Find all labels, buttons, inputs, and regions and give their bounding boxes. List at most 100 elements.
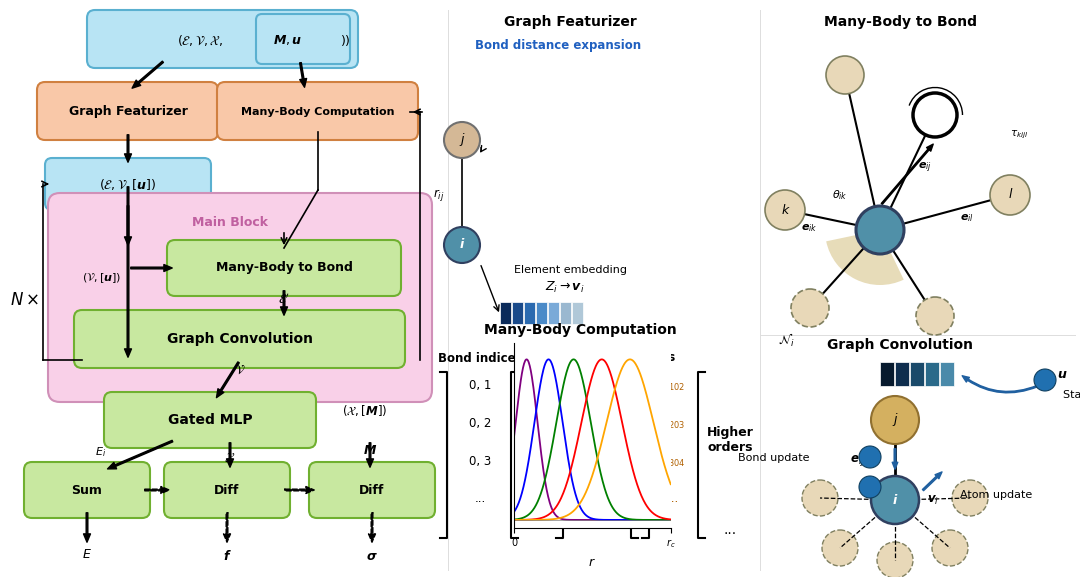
Bar [561, 302, 571, 324]
Circle shape [765, 190, 805, 230]
FancyBboxPatch shape [164, 462, 291, 518]
FancyArrowPatch shape [124, 135, 132, 162]
Text: 1: 1 [866, 452, 874, 462]
Text: Sum: Sum [71, 484, 103, 496]
Text: $\theta_{ik}$: $\theta_{ik}$ [832, 188, 848, 202]
FancyArrowPatch shape [299, 63, 307, 87]
Text: $Z_i \rightarrow \boldsymbol{v}_i$: $Z_i \rightarrow \boldsymbol{v}_i$ [545, 279, 584, 294]
Text: $(\mathcal{X}, [\boldsymbol{M}])$: $(\mathcal{X}, [\boldsymbol{M}])$ [342, 403, 388, 418]
Text: $\boldsymbol{M}$: $\boldsymbol{M}$ [363, 444, 377, 456]
FancyBboxPatch shape [37, 82, 218, 140]
Text: $\mathcal{V}$: $\mathcal{V}$ [234, 364, 245, 377]
Text: Many-Body to Bond: Many-Body to Bond [216, 261, 352, 275]
FancyArrowPatch shape [124, 187, 132, 357]
Text: l: l [1009, 189, 1012, 201]
Circle shape [444, 122, 480, 158]
FancyBboxPatch shape [87, 10, 357, 68]
Text: Graph Featurizer: Graph Featurizer [68, 106, 188, 118]
Circle shape [856, 206, 904, 254]
Circle shape [870, 476, 919, 524]
Text: $\theta_{102}$: $\theta_{102}$ [661, 377, 685, 392]
Circle shape [859, 446, 881, 468]
Circle shape [444, 227, 480, 263]
Text: Gated MLP: Gated MLP [167, 413, 253, 427]
Text: j: j [460, 133, 463, 147]
Text: Bond indices: Bond indices [437, 351, 523, 365]
FancyArrowPatch shape [131, 264, 172, 271]
FancyBboxPatch shape [75, 310, 405, 368]
Text: Diff: Diff [214, 484, 240, 496]
Circle shape [913, 93, 957, 137]
Text: $r_{ij}$: $r_{ij}$ [433, 187, 444, 203]
FancyArrowPatch shape [108, 440, 173, 469]
Circle shape [1034, 369, 1056, 391]
Text: i: i [893, 493, 897, 507]
Text: 0, 1, 2: 0, 1, 2 [576, 379, 618, 392]
FancyBboxPatch shape [45, 158, 211, 210]
Text: $E$: $E$ [82, 549, 92, 561]
Circle shape [916, 297, 954, 335]
FancyArrowPatch shape [227, 443, 233, 467]
Text: $(\mathcal{E}, \mathcal{V}, \mathcal{X},$: $(\mathcal{E}, \mathcal{V}, \mathcal{X},… [177, 32, 222, 47]
FancyArrowPatch shape [962, 376, 1038, 393]
Text: $(\mathcal{V}, [\boldsymbol{u}])$: $(\mathcal{V}, [\boldsymbol{u}])$ [82, 271, 121, 285]
Text: Atom update: Atom update [960, 490, 1032, 500]
Text: i: i [877, 223, 882, 238]
Text: j: j [893, 414, 896, 426]
FancyArrowPatch shape [132, 61, 163, 88]
Text: $\mathcal{E}'$: $\mathcal{E}'$ [279, 293, 289, 307]
FancyBboxPatch shape [167, 240, 401, 296]
FancyArrowPatch shape [281, 291, 287, 315]
Bar [548, 302, 559, 324]
Text: $\theta_{304}$: $\theta_{304}$ [661, 454, 685, 469]
Text: $\boldsymbol{u}$: $\boldsymbol{u}$ [1056, 368, 1067, 380]
Circle shape [870, 396, 919, 444]
Text: Element embedding: Element embedding [513, 265, 626, 275]
FancyBboxPatch shape [309, 462, 435, 518]
Bar [880, 362, 893, 386]
Text: $\boldsymbol{\sigma}$: $\boldsymbol{\sigma}$ [366, 549, 378, 563]
Bar [512, 302, 523, 324]
FancyArrowPatch shape [881, 144, 933, 204]
Text: i: i [460, 238, 464, 252]
Text: $\boldsymbol{M}, \boldsymbol{u}$: $\boldsymbol{M}, \boldsymbol{u}$ [273, 33, 302, 47]
FancyBboxPatch shape [24, 462, 150, 518]
Text: 0, 3, 4: 0, 3, 4 [576, 455, 618, 467]
Circle shape [932, 530, 968, 566]
Text: Higher
orders: Higher orders [706, 426, 754, 454]
Bar [524, 302, 535, 324]
Text: Bond update: Bond update [739, 453, 810, 463]
Text: Many-Body to Bond: Many-Body to Bond [824, 15, 976, 29]
Text: Graph Featurizer: Graph Featurizer [503, 15, 636, 29]
FancyArrowPatch shape [145, 486, 170, 493]
Text: $\boldsymbol{v}_i$: $\boldsymbol{v}_i$ [927, 493, 939, 507]
Text: $\mathcal{N}_i$: $\mathcal{N}_i$ [778, 331, 795, 349]
Text: ...: ... [667, 493, 678, 505]
Text: 3: 3 [1041, 375, 1049, 385]
FancyArrowPatch shape [224, 513, 230, 542]
Circle shape [826, 56, 864, 94]
Text: $\tau_{kijl}$: $\tau_{kijl}$ [1010, 129, 1028, 141]
Text: Triple indices & angles: Triple indices & angles [525, 351, 675, 365]
Text: $\boldsymbol{e}_{ij}$: $\boldsymbol{e}_{ij}$ [850, 452, 865, 467]
Text: ...: ... [590, 493, 604, 505]
Text: Many-Body Computation: Many-Body Computation [241, 107, 395, 117]
Text: 0, 1: 0, 1 [469, 379, 491, 392]
FancyArrowPatch shape [216, 362, 240, 398]
Text: 0, 2, 3: 0, 2, 3 [576, 417, 618, 429]
Text: Main Block: Main Block [192, 215, 268, 228]
Text: $\mathcal{X}$: $\mathcal{X}$ [225, 451, 235, 464]
Circle shape [951, 480, 988, 516]
Bar [572, 302, 583, 324]
Text: $E_i$: $E_i$ [95, 445, 106, 459]
Circle shape [859, 476, 881, 498]
Circle shape [877, 542, 913, 577]
FancyArrowPatch shape [285, 486, 314, 493]
FancyBboxPatch shape [217, 82, 418, 140]
Bar [924, 362, 939, 386]
Text: $\boldsymbol{e}_{ik}$: $\boldsymbol{e}_{ik}$ [801, 222, 818, 234]
Text: 2: 2 [866, 482, 874, 492]
Bar [940, 362, 954, 386]
Wedge shape [826, 230, 904, 285]
Bar [895, 362, 908, 386]
